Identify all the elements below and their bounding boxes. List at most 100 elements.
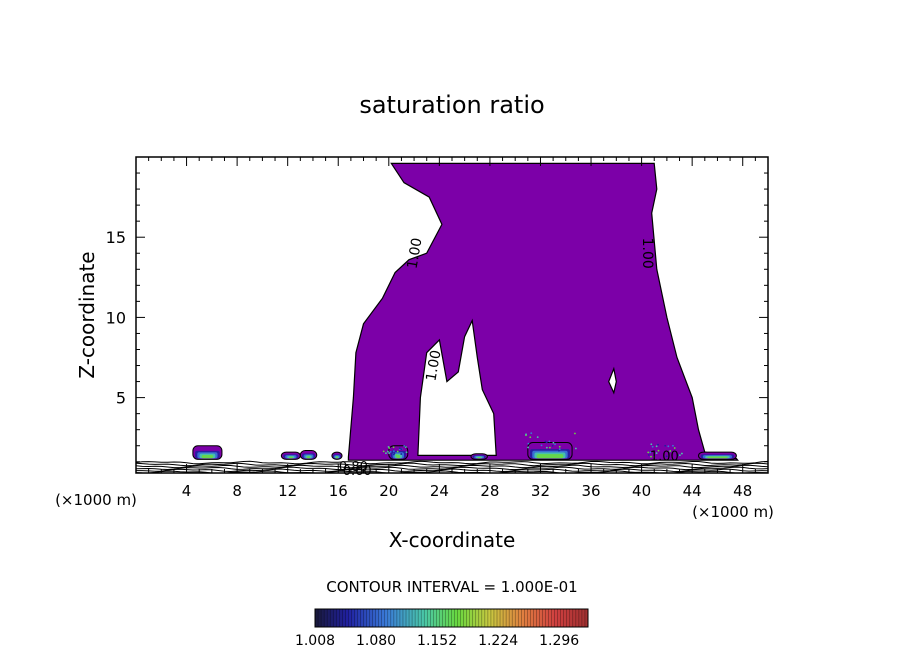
contour-label: 1.00 (650, 449, 679, 464)
stipple-dot (403, 445, 406, 447)
stipple-dot (552, 441, 555, 444)
x-tick-label: 12 (278, 482, 297, 500)
contour-label: 1.00 (423, 349, 444, 382)
stipple-dot (676, 454, 679, 457)
y-tick-labels: 5 10 15 (106, 228, 126, 407)
colorbar-tick-label: 1.296 (539, 633, 579, 649)
x-tick-labels: 4 8 12 16 20 24 28 32 36 40 44 48 (182, 482, 752, 500)
stipple-dot (388, 452, 391, 454)
contour-interval-text: CONTOUR INTERVAL = 1.000E-01 (326, 578, 577, 596)
stipple-dot (647, 451, 650, 454)
surface-line-2 (136, 462, 768, 467)
stipple-dot (388, 447, 391, 449)
stipple-dot (673, 447, 676, 449)
stipple-dot (527, 446, 529, 449)
cell-2 (280, 451, 301, 460)
stipple-dot (558, 448, 561, 451)
colorbar: 1.008 1.080 1.152 1.224 1.296 (295, 608, 589, 649)
x-tick-label: 16 (329, 482, 348, 500)
colorbar-tick-labels: 1.008 1.080 1.152 1.224 1.296 (295, 633, 579, 649)
stipple-dot (392, 453, 395, 456)
cell-3 (299, 450, 318, 460)
stipple-dot (678, 454, 681, 456)
contour-labels: 1.00 1.00 1.00 1.00 0.800.60 (339, 237, 679, 479)
stipple-dot (649, 451, 652, 454)
x-tick-label: 4 (182, 482, 192, 500)
stipple-dot (393, 452, 396, 454)
stipple-dot (667, 445, 670, 448)
stipple-dot (389, 451, 392, 453)
contour-label: 1.00 (404, 237, 425, 270)
x-tick-label: 32 (531, 482, 550, 500)
stipple-dot (665, 455, 668, 458)
stipple-dot (400, 448, 403, 451)
contour-label: 0.60 (343, 464, 372, 479)
stipple-dot (545, 441, 548, 444)
colorbar-divisions (317, 609, 586, 627)
stipple-dot (536, 436, 539, 439)
x-axis-label: X-coordinate (389, 528, 516, 552)
x-ticks (148, 157, 756, 473)
stipple-dot (647, 454, 650, 456)
stipple-dot (657, 443, 659, 446)
stipple-dot (398, 447, 401, 450)
surface-line-1 (136, 460, 768, 465)
surface-line-3 (136, 464, 768, 469)
cell-7 (527, 442, 573, 460)
stipple-dot (655, 445, 658, 448)
stipple-dot (396, 450, 399, 453)
stipple-dot (405, 446, 407, 448)
y-ticks (136, 172, 768, 463)
stipple-dot (664, 444, 667, 447)
x-tick-label: 20 (379, 482, 398, 500)
x-unit-label-right: (×1000 m) (692, 503, 774, 521)
stipple-dot (651, 445, 654, 448)
x-tick-label: 44 (683, 482, 702, 500)
saturated-region (347, 162, 739, 461)
stipple-dot (392, 446, 395, 449)
colorbar-tick-label: 1.008 (295, 633, 335, 649)
cell-1 (192, 445, 223, 460)
x-tick-label: 40 (632, 482, 651, 500)
stipple-dot (530, 450, 533, 453)
stipple-dot (548, 446, 551, 449)
contour-label: 1.00 (639, 238, 655, 269)
stipple-dot (385, 452, 387, 455)
stipple-dot (544, 440, 547, 443)
stipple-dot (545, 446, 548, 449)
x-tick-label: 8 (232, 482, 242, 500)
y-tick-label: 15 (106, 228, 126, 247)
stipple-dot (657, 449, 660, 452)
stipple-dot (395, 454, 398, 457)
stipple-group (382, 432, 683, 458)
stipple-dot (558, 449, 560, 452)
stipple-dot (681, 452, 683, 455)
surface-line-4 (136, 466, 768, 471)
plot-area (136, 162, 768, 473)
x-unit-label-left: (×1000 m) (55, 491, 137, 509)
y-tick-label: 10 (106, 308, 126, 327)
y-axis-label: Z-coordinate (75, 251, 99, 378)
stipple-dot (669, 450, 672, 452)
stipple-dot (650, 443, 653, 446)
colorbar-tick-label: 1.224 (478, 633, 518, 649)
y-tick-label: 5 (116, 389, 126, 408)
x-tick-label: 28 (480, 482, 499, 500)
stipple-dot (574, 432, 576, 435)
x-tick-label: 24 (430, 482, 449, 500)
stipple-dot (530, 432, 533, 435)
stipple-dot (655, 452, 658, 455)
x-tick-label: 48 (733, 482, 752, 500)
stipple-dot (392, 450, 395, 453)
x-tick-label: 36 (581, 482, 600, 500)
stipple-dot (650, 455, 652, 458)
cell-6 (470, 453, 488, 460)
stipple-dot (551, 444, 554, 447)
cell-8 (697, 451, 737, 460)
stipple-dot (653, 456, 656, 458)
stipple-dot (529, 436, 532, 439)
stipple-dot (525, 433, 527, 436)
contour-label: 0.80 (339, 460, 368, 475)
stipple-dot (558, 445, 561, 448)
